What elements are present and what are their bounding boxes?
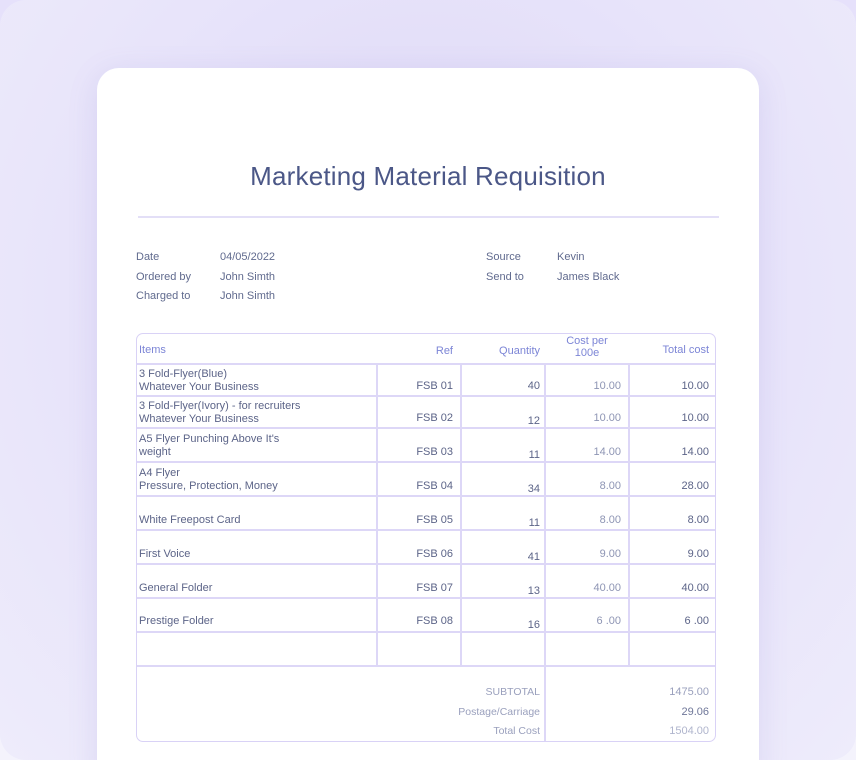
item-name: 3 Fold-Flyer(Blue) Whatever Your Business <box>139 368 259 393</box>
item-line2: Whatever Your Business <box>139 380 259 393</box>
row-divider <box>137 461 715 463</box>
item-cost: 10.00 <box>593 412 621 424</box>
item-total: 10.00 <box>681 380 709 392</box>
header-ref: Ref <box>435 345 453 357</box>
item-total: 40.00 <box>681 582 709 594</box>
detail-row-send-to: Send to James Black <box>486 268 619 288</box>
item-name: 3 Fold-Flyer(Ivory) - for recruiters What… <box>139 400 300 425</box>
item-name: First Voice <box>139 548 191 560</box>
total-cost-label: Total Cost <box>493 725 540 737</box>
header-items: Items <box>139 344 166 356</box>
detail-row-charged-to: Charged to John Simth <box>136 287 275 307</box>
subtotal-label: SUBTOTAL <box>485 686 540 698</box>
item-name: A5 Flyer Punching Above It's weight <box>139 433 279 458</box>
item-cost: 8.00 <box>599 480 621 492</box>
header-quantity: Quantity <box>499 345 540 357</box>
item-name: White Freepost Card <box>139 514 241 526</box>
row-divider <box>137 529 715 531</box>
requisition-card: Marketing Material Requisition Date 04/05… <box>97 68 759 760</box>
item-ref: FSB 08 <box>416 615 453 627</box>
item-quantity: 11 <box>528 517 540 529</box>
item-ref: FSB 06 <box>416 548 453 560</box>
item-quantity: 11 <box>528 449 540 461</box>
item-cost: 40.00 <box>593 582 621 594</box>
item-line2: Whatever Your Business <box>139 412 259 425</box>
item-quantity: 12 <box>527 415 540 427</box>
item-line1: 3 Fold-Flyer(Blue) <box>139 368 228 380</box>
detail-label: Source <box>486 251 521 263</box>
item-name: A4 Flyer Pressure, Protection, Money <box>139 467 278 492</box>
header-cost-per: Cost per 100e <box>547 335 627 359</box>
item-line2: weight <box>139 445 171 458</box>
item-ref: FSB 04 <box>416 480 453 492</box>
item-total: 8.00 <box>687 514 709 526</box>
detail-value: John Simth <box>220 270 276 283</box>
detail-row-ordered-by: Ordered by John Simth <box>136 268 275 288</box>
item-line2: Pressure, Protection, Money <box>139 479 278 492</box>
details-left: Date 04/05/2022 Ordered by John Simth Char… <box>136 248 275 307</box>
item-ref: FSB 05 <box>416 514 453 526</box>
total-cost-value: 1504.00 <box>669 725 709 737</box>
header-cost-per-line1: Cost per <box>566 335 608 347</box>
detail-label: Send to <box>486 270 524 283</box>
details-right: Source Kevin Send to James Black <box>486 248 619 287</box>
header-total-cost: Total cost <box>662 344 709 356</box>
item-cost: 10.00 <box>593 380 621 392</box>
detail-value: 04/05/2022 <box>220 251 276 263</box>
row-divider <box>137 495 715 497</box>
item-ref: FSB 01 <box>416 380 453 392</box>
item-quantity: 34 <box>527 483 540 495</box>
item-cost: 14.00 <box>593 446 621 458</box>
row-divider <box>137 597 715 599</box>
item-cost: 8.00 <box>599 514 621 526</box>
item-line1: A4 Flyer <box>139 467 180 479</box>
detail-label: Ordered by <box>136 270 192 283</box>
item-quantity: 16 <box>527 619 540 631</box>
row-divider <box>137 395 715 397</box>
item-total: 10.00 <box>681 412 709 424</box>
item-quantity: 40 <box>527 380 540 392</box>
item-name: Prestige Folder <box>139 615 214 627</box>
item-ref: FSB 02 <box>416 412 453 424</box>
row-divider <box>137 631 715 633</box>
header-cost-per-line2: 100e <box>574 347 600 359</box>
item-quantity: 41 <box>527 551 540 563</box>
column-divider <box>628 364 630 666</box>
postage-value: 29.06 <box>681 706 709 718</box>
item-name: General Folder <box>139 582 213 594</box>
item-total: 14.00 <box>681 446 709 458</box>
item-cost: 9.00 <box>599 548 621 560</box>
item-line1: A5 Flyer Punching Above It's <box>139 433 280 445</box>
column-divider <box>544 364 546 741</box>
detail-row-source: Source Kevin <box>486 248 619 268</box>
postage-label: Postage/Carriage <box>458 706 540 718</box>
column-divider <box>460 364 462 666</box>
title-divider <box>138 216 719 218</box>
detail-value: Kevin <box>557 251 585 263</box>
item-total: 9.00 <box>687 548 709 560</box>
item-total: 28.00 <box>681 480 709 492</box>
items-table: Items Ref Quantity Cost per 100e Total c… <box>136 333 716 742</box>
detail-value: John Simth <box>220 290 276 302</box>
item-quantity: 13 <box>527 585 540 597</box>
detail-label: Charged to <box>136 290 191 302</box>
item-ref: FSB 03 <box>416 446 453 458</box>
row-divider <box>137 665 715 667</box>
item-line1: 3 Fold-Flyer(Ivory) - for recruiters <box>139 400 301 412</box>
row-divider <box>137 363 715 365</box>
item-total: 6 .00 <box>684 615 709 627</box>
item-ref: FSB 07 <box>416 582 453 594</box>
column-divider <box>376 364 378 666</box>
subtotal-value: 1475.00 <box>669 686 709 698</box>
detail-value: James Black <box>557 270 620 283</box>
detail-label: Date <box>136 251 160 263</box>
item-cost: 6 .00 <box>596 615 621 627</box>
detail-row-date: Date 04/05/2022 <box>136 248 275 268</box>
row-divider <box>137 563 715 565</box>
page-title: Marketing Material Requisition <box>250 161 606 191</box>
row-divider <box>137 427 715 429</box>
